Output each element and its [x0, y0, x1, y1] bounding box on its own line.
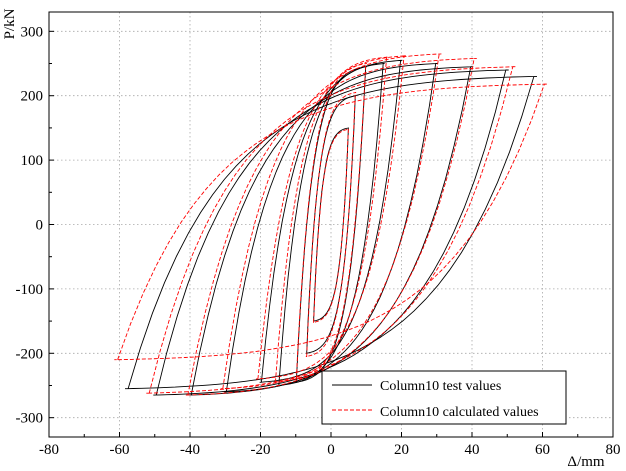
x-tick-label: 20 — [394, 442, 409, 458]
ticks: -80 -60 -40 -20 0 20 40 60 80-300-200-1000100200… — [16, 24, 621, 458]
x-tick-label: 40 — [465, 442, 480, 458]
y-tick-label: -100 — [16, 282, 44, 298]
x-tick-label: 0 — [327, 442, 335, 458]
x-tick-label: -60 — [110, 442, 130, 458]
hysteresis-loop — [220, 53, 442, 390]
y-tick-label: 200 — [21, 89, 44, 105]
hysteresis-loop — [255, 55, 407, 380]
hysteresis-loop — [114, 83, 548, 361]
hysteresis-loop — [259, 59, 403, 383]
hysteresis-loop — [313, 128, 349, 323]
hysteresis-loop — [185, 57, 477, 396]
hysteresis-loop — [124, 75, 538, 390]
y-tick-label: -200 — [16, 346, 44, 362]
y-axis-label: P/kN — [2, 8, 18, 39]
y-tick-label: 300 — [21, 24, 44, 40]
x-axis-label: Δ/mm — [567, 454, 604, 470]
hysteresis-loop — [295, 63, 367, 380]
legend-label-calculated: Column10 calculated values — [380, 405, 539, 420]
legend: Column10 test values Column10 calculated… — [321, 370, 567, 425]
x-tick-label: -20 — [251, 442, 271, 458]
y-tick-label: -300 — [16, 411, 44, 427]
x-tick-label: 80 — [606, 442, 621, 458]
hysteresis-loop — [313, 127, 349, 322]
x-tick-label: -40 — [180, 442, 200, 458]
hysteresis-loop — [146, 66, 516, 394]
series-calculated-values — [114, 53, 548, 396]
hysteresis-loop — [153, 69, 509, 396]
y-tick-label: 0 — [36, 218, 44, 234]
legend-box — [321, 370, 567, 425]
x-tick-label: 60 — [535, 442, 550, 458]
grid — [49, 12, 613, 437]
series-layer — [114, 53, 548, 396]
hysteresis-loop — [305, 92, 357, 357]
y-tick-label: 100 — [21, 153, 44, 169]
x-tick-label: -80 — [39, 442, 59, 458]
legend-label-test: Column10 test values — [380, 379, 501, 394]
hysteresis-loop — [273, 56, 389, 383]
